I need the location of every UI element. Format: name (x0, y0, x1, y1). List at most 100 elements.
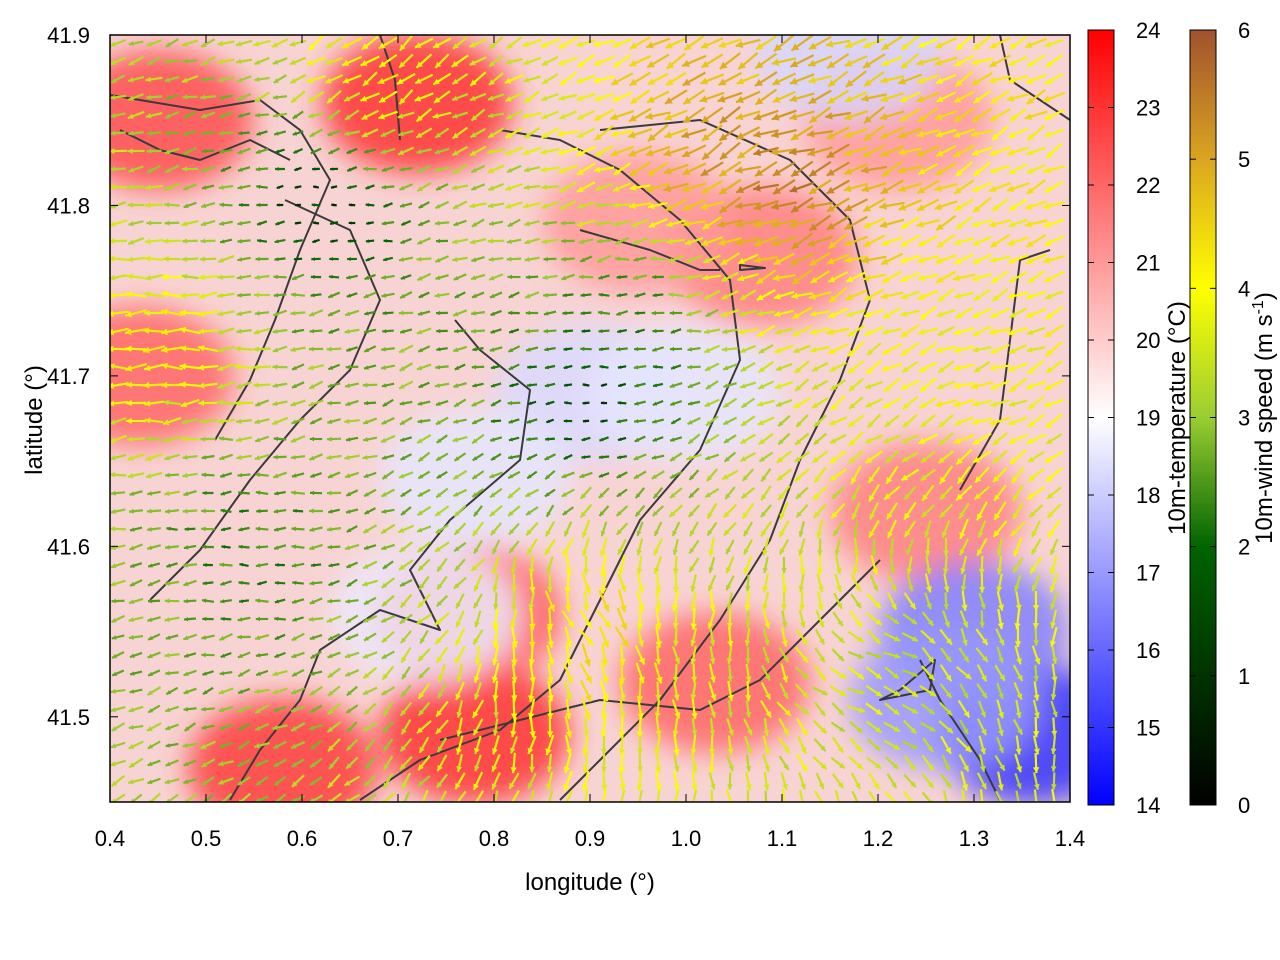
wind-arrow-head (629, 114, 637, 122)
wind-arrow (753, 200, 779, 211)
wind-arrow-head (543, 220, 548, 226)
wind-arrow (790, 35, 814, 52)
wind-arrow-head (218, 77, 224, 83)
wind-arrow (182, 94, 198, 100)
wind-arrow (754, 71, 778, 87)
wind-arrow-head (882, 169, 890, 177)
wind-arrow (272, 94, 288, 100)
wind-arrow-head (217, 40, 224, 47)
wind-arrow-head (861, 94, 870, 102)
wind-arrow (110, 148, 128, 154)
wind-arrow (826, 179, 850, 195)
wind-arrow-head (772, 95, 781, 103)
wind-arrow-head (789, 220, 798, 229)
wind-arrow-head (989, 76, 997, 84)
wind-arrow-head (1027, 60, 1035, 67)
wind-arrow (790, 160, 814, 178)
wind-arrow (324, 74, 344, 84)
wind-arrow-head (201, 42, 207, 47)
wind-arrow (681, 162, 707, 176)
wind-arrow-head (897, 166, 906, 174)
wind-arrow (540, 38, 560, 48)
wind-arrow-head (629, 184, 637, 191)
wind-arrow (789, 218, 815, 229)
wind-arrow-head (771, 148, 779, 156)
wind-arrow (342, 74, 362, 84)
wind-arrow-head (365, 185, 370, 190)
wind-arrow (700, 106, 724, 124)
wind-arrow (378, 110, 398, 120)
wind-arrow-head (311, 203, 316, 207)
wind-arrow-head (898, 185, 906, 193)
wind-arrow (879, 201, 905, 210)
wind-arrow-head (629, 60, 637, 67)
wind-arrow-head (863, 204, 871, 212)
wind-arrow-head (683, 115, 692, 123)
wind-arrow (576, 53, 596, 69)
wind-arrow (487, 112, 505, 119)
wind-arrow-head (255, 149, 261, 154)
wind-arrow-head (218, 184, 224, 190)
wind-arrow-head (576, 168, 584, 175)
wind-arrow (522, 38, 542, 48)
wind-arrow (1008, 163, 1028, 175)
wind-arrow-head (901, 43, 909, 51)
wind-arrow-head (416, 149, 422, 155)
wind-arrow (772, 179, 796, 195)
wind-arrow (541, 110, 559, 120)
wind-arrow-head (771, 130, 780, 139)
wind-arrow (718, 178, 742, 196)
wind-arrow (753, 146, 779, 157)
wind-arrow (541, 201, 559, 209)
wind-arrow-head (613, 221, 620, 227)
wind-arrow-head (417, 186, 423, 192)
wind-arrow (146, 56, 162, 66)
wind-arrow-head (972, 185, 980, 192)
wind-arrow-head (470, 150, 477, 156)
wind-arrow (451, 73, 469, 85)
wind-arrow-head (666, 61, 675, 69)
wind-arrow-head (276, 203, 280, 207)
wind-arrow (1026, 146, 1046, 156)
wind-arrow-head (256, 202, 261, 208)
wind-arrow (576, 219, 596, 227)
wind-arrow-head (901, 61, 909, 69)
wind-arrow-head (434, 96, 441, 103)
wind-arrow (182, 58, 198, 64)
wind-arrow (595, 220, 613, 227)
wind-arrow (329, 221, 339, 225)
wind-arrow-head (295, 203, 298, 207)
wind-arrow-head (127, 184, 133, 190)
wind-arrow-head (809, 223, 818, 231)
wind-arrow-head (360, 60, 368, 66)
wind-arrow-head (310, 149, 316, 154)
wind-arrow (524, 220, 540, 227)
wind-arrow (557, 147, 579, 156)
wind-arrow-head (936, 150, 944, 157)
wind-arrow-head (415, 78, 422, 84)
wind-arrow-head (753, 203, 762, 211)
wind-arrow (541, 73, 559, 85)
wind-arrow (700, 73, 724, 85)
wind-arrow-head (700, 77, 709, 85)
wind-arrow (844, 215, 868, 231)
wind-arrow-head (790, 60, 799, 68)
wind-arrow (560, 220, 576, 226)
wind-arrow-head (918, 41, 926, 48)
wind-arrow-head (471, 222, 478, 227)
wind-arrow-head (918, 115, 926, 122)
wind-arrow-head (183, 203, 189, 209)
wind-arrow (272, 57, 288, 65)
wind-arrow (146, 39, 162, 47)
wind-arrow (699, 91, 725, 103)
wind-arrow-head (541, 113, 548, 120)
wind-arrow (609, 110, 635, 121)
wind-arrow (897, 182, 923, 193)
wind-arrow (899, 107, 921, 123)
wind-arrow (181, 219, 199, 227)
wind-arrow-head (576, 41, 584, 48)
wind-arrow (881, 160, 903, 178)
wind-arrow-head (330, 221, 334, 225)
wind-arrow (1045, 54, 1063, 68)
wind-arrow (400, 220, 412, 226)
